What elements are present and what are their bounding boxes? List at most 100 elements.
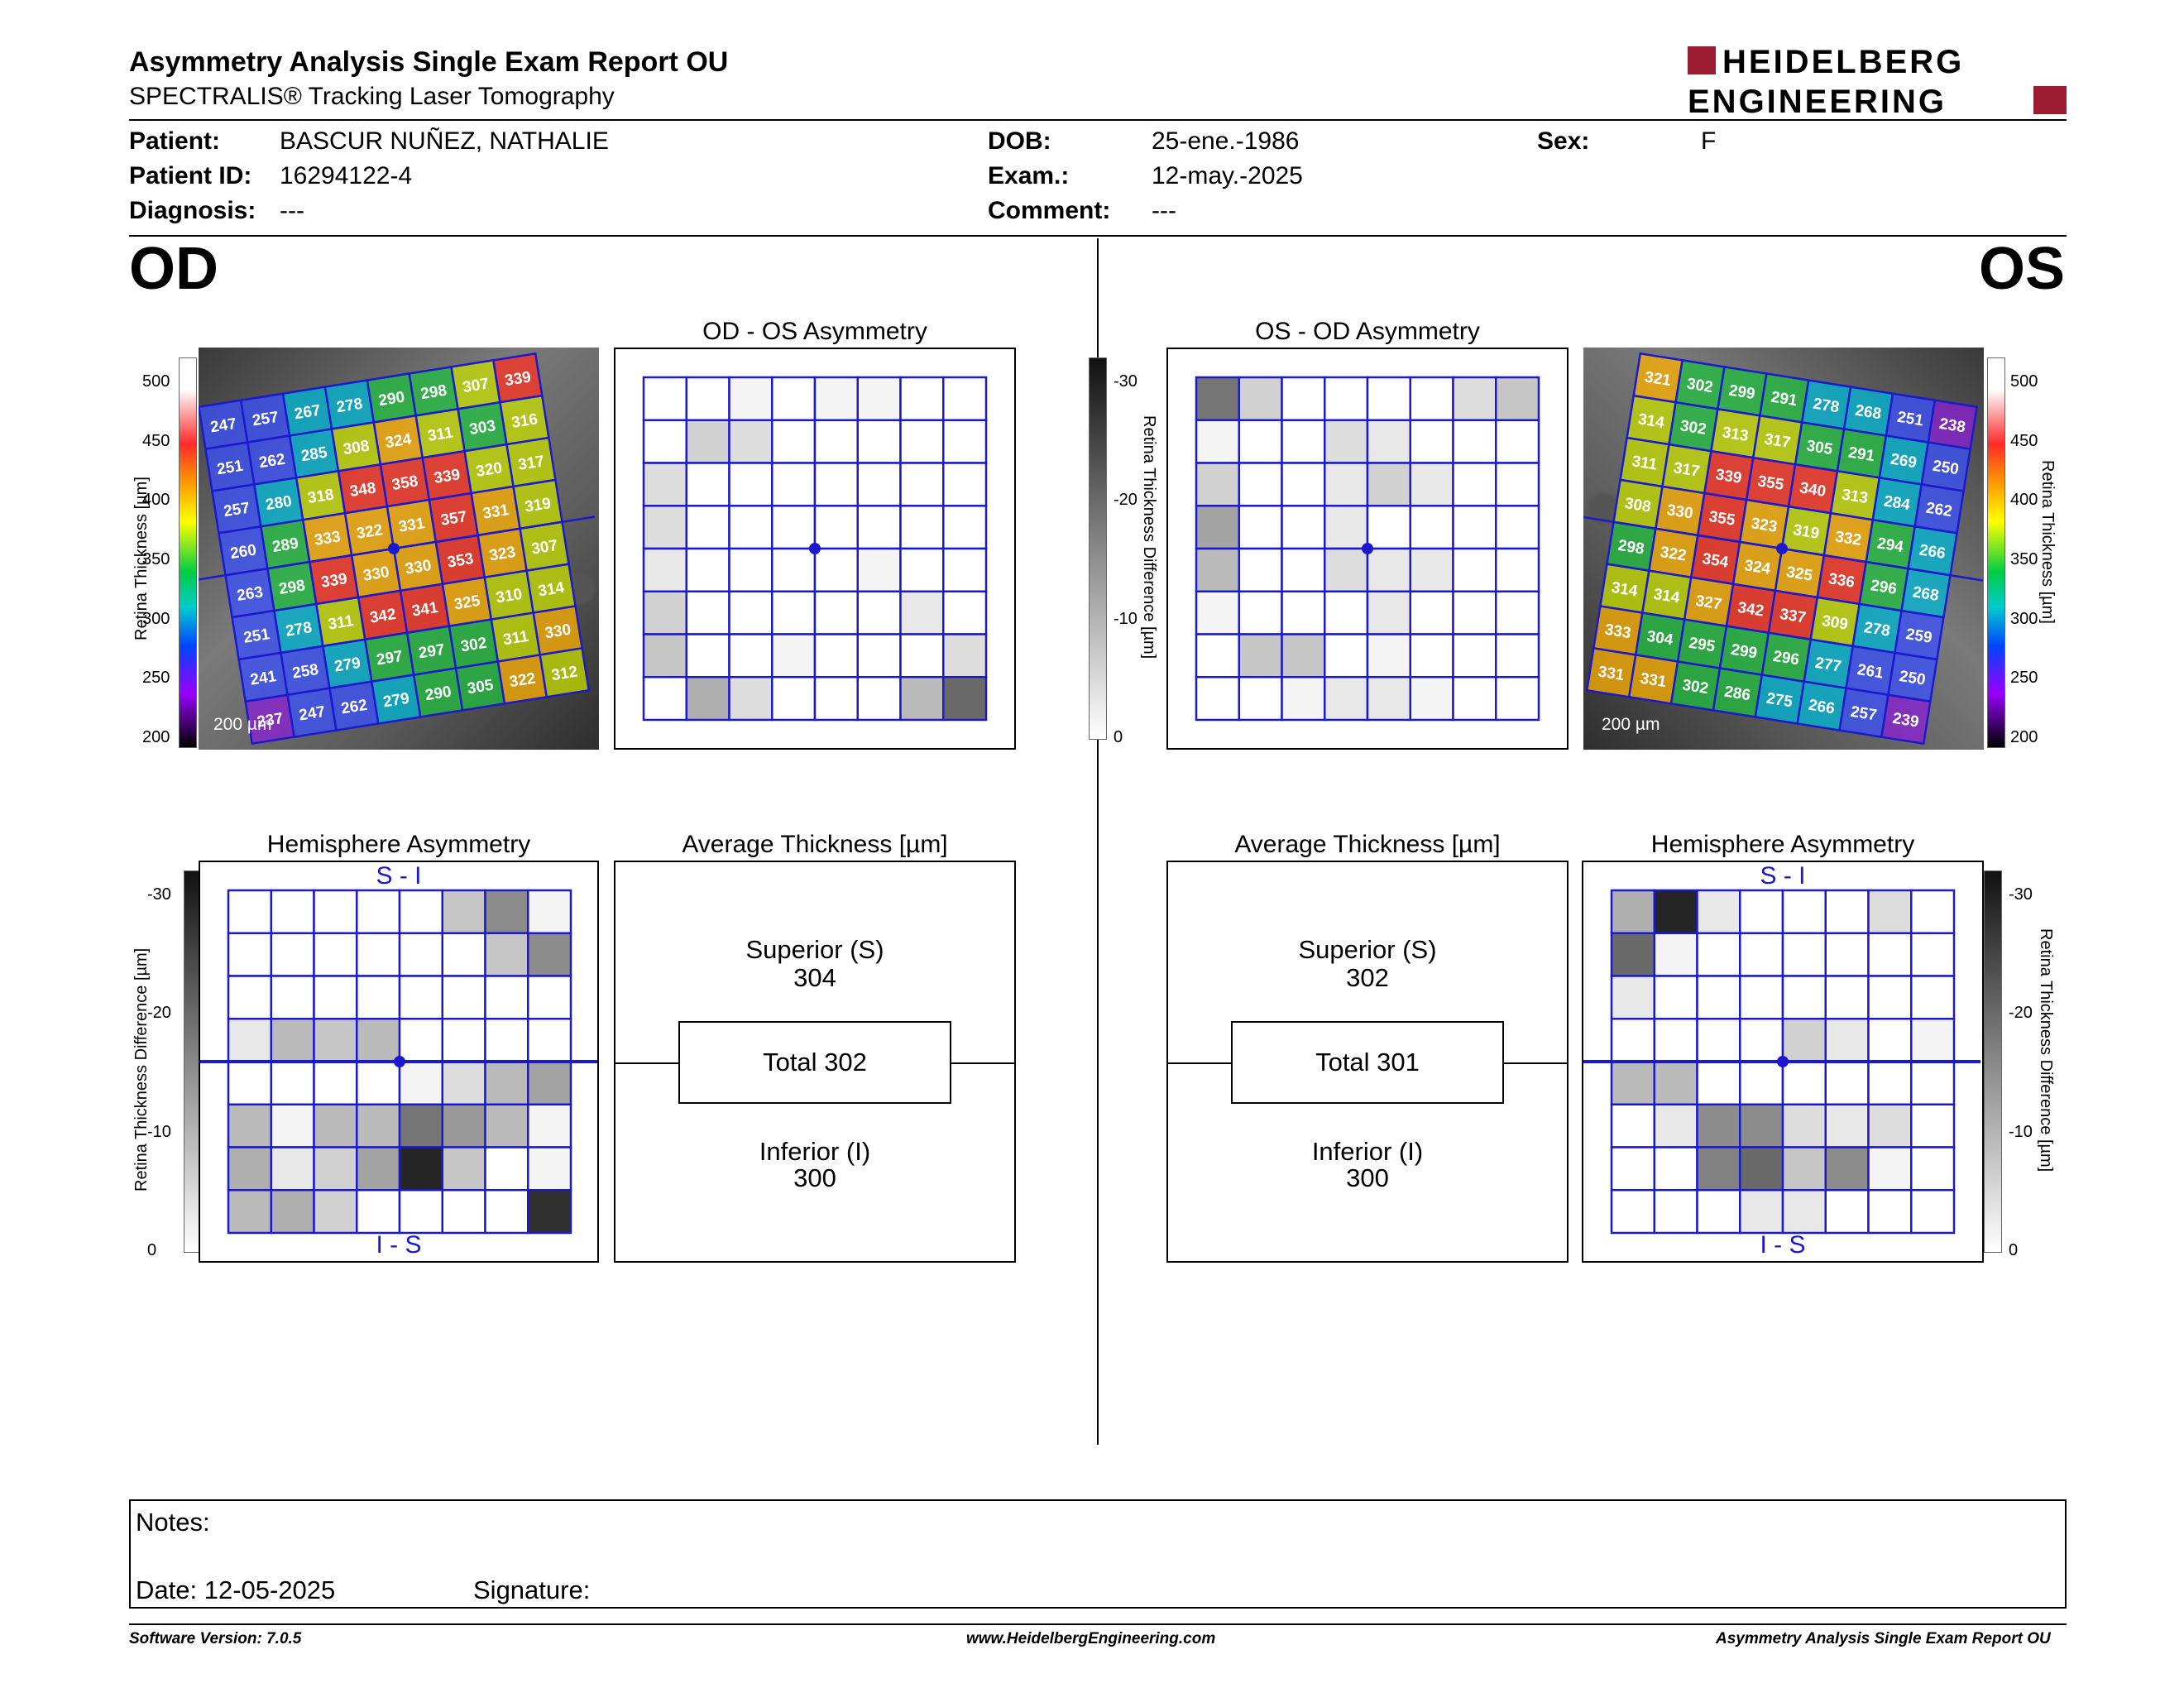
os-od-asymmetry-grid <box>1195 376 1540 722</box>
signature-label[interactable]: Signature: <box>473 1575 591 1604</box>
thickness-value: 257 <box>251 409 280 430</box>
asymmetry-cell <box>1739 1103 1784 1149</box>
thickness-value: 308 <box>342 437 371 458</box>
tick-label: -20 <box>147 1004 171 1023</box>
thickness-value: 323 <box>488 544 517 565</box>
os-thickness-scale <box>1987 357 2005 748</box>
fovea-marker <box>1776 543 1788 554</box>
asymmetry-cell <box>1910 1189 1956 1235</box>
asymmetry-cell <box>527 932 572 977</box>
asymmetry-cell <box>527 889 572 934</box>
asymmetry-cell <box>1910 1018 1956 1063</box>
asymmetry-cell <box>1495 376 1540 421</box>
thickness-value: 302 <box>1681 677 1710 698</box>
asymmetry-cell <box>642 376 687 421</box>
thickness-value: 266 <box>1808 697 1837 718</box>
od-i-s-label: I - S <box>376 1231 422 1259</box>
thickness-value: 284 <box>1883 492 1912 514</box>
od-s-i-label: S - I <box>376 862 422 890</box>
thickness-value: 321 <box>1644 368 1673 390</box>
asymmetry-cell <box>1366 547 1411 592</box>
asymmetry-cell <box>771 590 817 635</box>
asymmetry-cell <box>313 1060 358 1105</box>
asymmetry-cell <box>1610 1018 1655 1063</box>
asym-diff-scale <box>1089 357 1107 740</box>
od-average-thickness-panel: Superior (S) 304 Total 302 Inferior (I) … <box>614 861 1016 1263</box>
asymmetry-cell <box>1696 932 1741 977</box>
tick-label: 0 <box>1114 728 1123 746</box>
asymmetry-cell <box>899 676 945 722</box>
thickness-value: 290 <box>377 389 406 410</box>
asymmetry-cell <box>398 1146 443 1192</box>
asymmetry-cell <box>1739 1018 1784 1063</box>
center-marker <box>1777 1056 1789 1067</box>
asymmetry-cell <box>1739 1189 1784 1235</box>
thickness-value: 314 <box>1637 410 1666 432</box>
diagnosis: --- <box>280 197 304 224</box>
thickness-value: 266 <box>1918 541 1947 563</box>
logo-line1: HEIDELBERG <box>1722 45 1964 80</box>
asymmetry-cell <box>227 889 272 934</box>
asymmetry-cell <box>685 547 730 592</box>
os-od-asym-cells <box>1195 376 1540 722</box>
tick-label: 200 <box>2010 728 2038 746</box>
od-total-thickness: Total 302 <box>678 1021 951 1104</box>
asymmetry-cell <box>1867 1146 1913 1192</box>
thickness-value: 295 <box>1688 635 1717 656</box>
asymmetry-cell <box>313 1018 358 1063</box>
thickness-value: 279 <box>333 655 362 676</box>
od-label: OD <box>129 236 218 302</box>
tick-label: -10 <box>147 1122 171 1141</box>
asymmetry-cell <box>1366 419 1411 464</box>
asymmetry-cell <box>398 889 443 934</box>
asymmetry-cell <box>771 376 817 421</box>
asymmetry-cell <box>1238 676 1283 722</box>
asymmetry-cell <box>771 547 817 592</box>
dob-label: DOB: <box>988 127 1051 155</box>
od-avg-title: Average Thickness [µm] <box>682 831 948 858</box>
asymmetry-cell <box>1409 676 1454 722</box>
od-thickness-cells: 247 257 267 278 290 298 307 339 251 262 285 308 324 3… <box>199 352 596 746</box>
thickness-value: 261 <box>1856 661 1885 683</box>
thickness-value: 311 <box>1631 453 1659 474</box>
thickness-value: 337 <box>1779 606 1808 627</box>
heidelberg-logo: HEIDELBERG ENGINEERING <box>1688 45 2067 119</box>
od-inferior-value: 300 <box>793 1163 836 1192</box>
asymmetry-cell <box>1495 633 1540 679</box>
thickness-value: 331 <box>1597 663 1626 684</box>
thickness-value: 330 <box>404 557 433 578</box>
notes-label: Notes: <box>136 1508 210 1537</box>
od-thickness-scale <box>179 357 197 748</box>
asymmetry-cell <box>1781 1189 1827 1235</box>
asymmetry-cell <box>484 1103 529 1149</box>
asymmetry-cell <box>728 376 774 421</box>
asymmetry-cell <box>1366 633 1411 679</box>
thickness-value: 257 <box>223 500 251 521</box>
asymmetry-cell <box>441 1146 486 1192</box>
exam-date: 12-may.-2025 <box>1152 162 1303 189</box>
thickness-value: 357 <box>439 508 468 530</box>
thickness-value: 324 <box>1743 557 1772 578</box>
asymmetry-cell <box>398 932 443 977</box>
os-fundus-image: 321 302 299 291 278 268 251 238 314 302 313 317 305 2… <box>1583 348 1984 750</box>
thickness-value: 307 <box>462 375 491 396</box>
asymmetry-cell <box>356 1103 401 1149</box>
asymmetry-cell <box>1910 975 1956 1020</box>
asymmetry-cell <box>1781 1060 1827 1105</box>
asymmetry-cell <box>1653 1189 1698 1235</box>
thickness-value: 324 <box>384 430 413 452</box>
asymmetry-cell <box>685 376 730 421</box>
asymmetry-cell <box>1910 1060 1956 1105</box>
sex: F <box>1701 127 1717 155</box>
asymmetry-cell <box>1610 1060 1655 1105</box>
thickness-value: 259 <box>1904 626 1933 647</box>
asymmetry-cell <box>1696 975 1741 1020</box>
os-hemisphere-title: Hemisphere Asymmetry <box>1650 831 1915 858</box>
footer-website[interactable]: www.HeidelbergEngineering.com <box>966 1630 1216 1647</box>
asymmetry-cell <box>527 1018 572 1063</box>
asymmetry-cell <box>771 633 817 679</box>
sex-label: Sex: <box>1537 127 1590 155</box>
asymmetry-cell <box>441 1103 486 1149</box>
asymmetry-cell <box>1238 376 1283 421</box>
thickness-value: 291 <box>1847 444 1876 466</box>
